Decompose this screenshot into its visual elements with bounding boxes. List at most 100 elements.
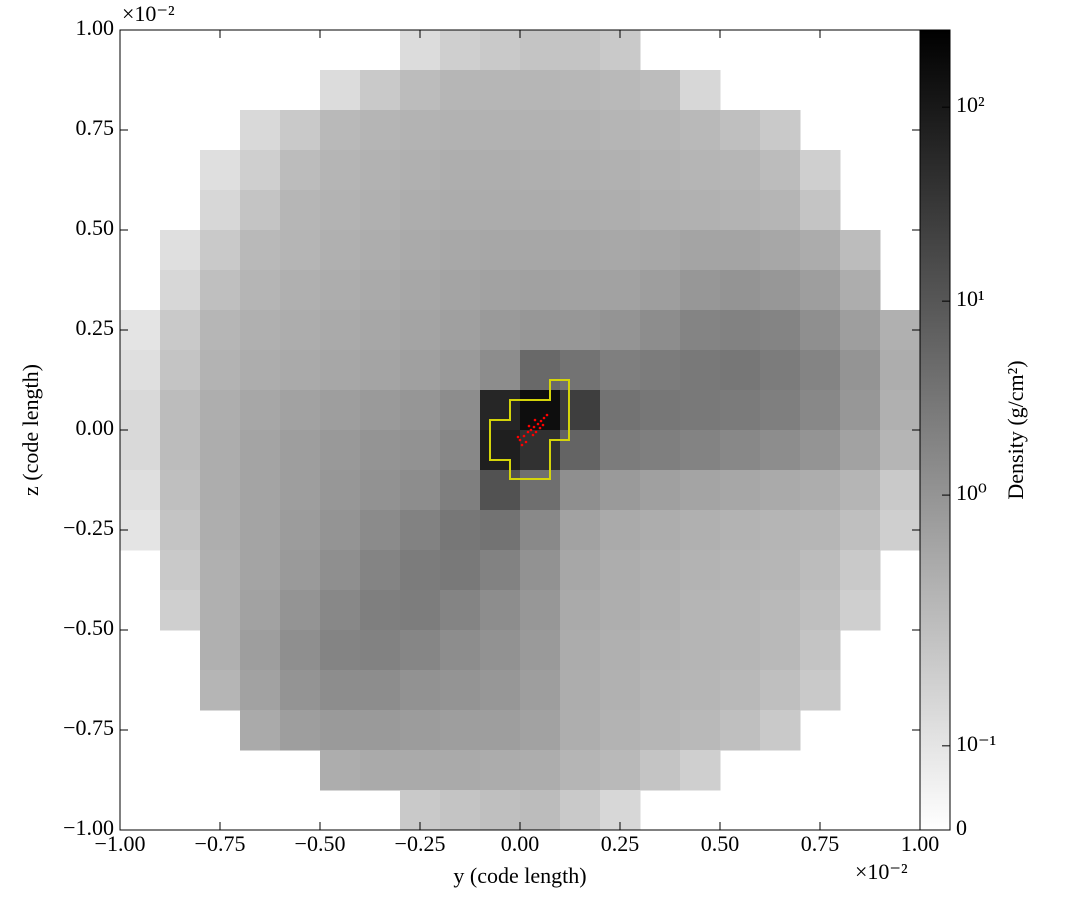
heat-cell [680, 550, 721, 591]
heat-cell [800, 510, 841, 551]
heat-cell [760, 430, 801, 471]
heat-cell [360, 70, 401, 111]
heat-cell [360, 750, 401, 791]
heat-cell [320, 670, 361, 711]
heat-cell [200, 150, 241, 191]
heat-cell [440, 750, 481, 791]
heat-cell [680, 190, 721, 231]
heat-cell [560, 590, 601, 631]
x-tick-label: −0.75 [195, 831, 246, 856]
heat-cell [680, 230, 721, 271]
heat-cell [160, 550, 201, 591]
heat-cell [360, 230, 401, 271]
heat-cell [560, 710, 601, 751]
heat-cell [680, 390, 721, 431]
heat-cell [360, 350, 401, 391]
heat-cell [240, 230, 281, 271]
heat-cell [560, 430, 601, 471]
heat-cell [680, 430, 721, 471]
heat-cell [720, 590, 761, 631]
heat-cell [280, 670, 321, 711]
heat-cell [760, 470, 801, 511]
colorbar-label: Density (g/cm²) [1003, 360, 1028, 499]
heat-cell [760, 510, 801, 551]
heat-cell [800, 270, 841, 311]
heat-cell [480, 390, 521, 431]
heat-cell [240, 390, 281, 431]
heat-cell [720, 510, 761, 551]
y-tick-label: 0.00 [76, 415, 115, 440]
heat-cell [640, 190, 681, 231]
heat-cell [560, 470, 601, 511]
heat-cell [200, 590, 241, 631]
heat-cell [320, 230, 361, 271]
heat-cell [800, 470, 841, 511]
heat-cell [320, 430, 361, 471]
heat-cell [520, 230, 561, 271]
heat-cell [720, 710, 761, 751]
heat-cell [880, 350, 921, 391]
heat-cell [280, 510, 321, 551]
heat-cell [720, 150, 761, 191]
heat-cell [880, 470, 921, 511]
heat-cell [640, 110, 681, 151]
heat-cell [160, 350, 201, 391]
heat-cell [800, 310, 841, 351]
x-tick-label: 0.25 [601, 831, 640, 856]
heat-cell [240, 670, 281, 711]
heat-cell [360, 390, 401, 431]
heat-cell [800, 670, 841, 711]
heat-cell [400, 390, 441, 431]
heat-cell [280, 270, 321, 311]
heat-cell [240, 710, 281, 751]
heat-cell [480, 510, 521, 551]
x-tick-label: −1.00 [95, 831, 146, 856]
heat-cell [520, 110, 561, 151]
heat-cell [440, 670, 481, 711]
heat-cell [360, 110, 401, 151]
heat-cell [400, 110, 441, 151]
heat-cell [640, 590, 681, 631]
heat-cell [160, 510, 201, 551]
heat-cell [120, 470, 161, 511]
heat-cell [360, 150, 401, 191]
heat-cell [200, 550, 241, 591]
heat-cell [400, 590, 441, 631]
heat-cell [480, 310, 521, 351]
heat-cell [520, 670, 561, 711]
heat-cell [600, 270, 641, 311]
particles [516, 413, 549, 447]
heat-cell [200, 470, 241, 511]
heat-cell [680, 750, 721, 791]
heat-cell [480, 70, 521, 111]
heat-cell [280, 150, 321, 191]
heat-cell [400, 190, 441, 231]
heat-cell [640, 390, 681, 431]
heat-cell [800, 550, 841, 591]
heat-cell [480, 590, 521, 631]
heat-cell [240, 590, 281, 631]
heat-cell [480, 670, 521, 711]
heat-cell [160, 310, 201, 351]
heat-cell [480, 110, 521, 151]
heat-cell [600, 430, 641, 471]
heat-cell [720, 350, 761, 391]
heat-cell [760, 310, 801, 351]
heat-cell [680, 310, 721, 351]
heat-cell [520, 590, 561, 631]
y-tick-label: 1.00 [76, 15, 115, 40]
heat-cell [680, 510, 721, 551]
heat-cell [520, 310, 561, 351]
heat-cell [440, 310, 481, 351]
heat-cell [240, 150, 281, 191]
heat-cell [640, 70, 681, 111]
heat-cell [120, 350, 161, 391]
heat-cell [320, 70, 361, 111]
colorbar-tick-label: 10⁻¹ [956, 731, 996, 756]
heat-cell [440, 790, 481, 831]
heat-cell [320, 590, 361, 631]
heat-cell [360, 630, 401, 671]
heat-cell [800, 190, 841, 231]
colorbar [919, 29, 951, 831]
heat-cell [600, 70, 641, 111]
